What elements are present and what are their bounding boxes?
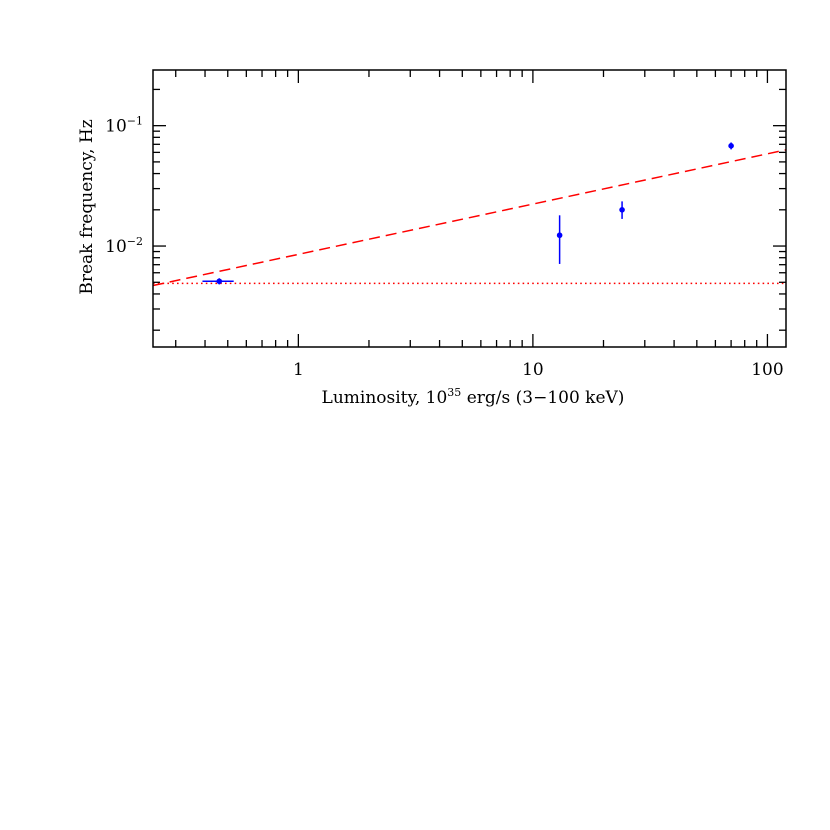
axis-ticks: [153, 70, 786, 347]
x-tick-label: 10: [522, 360, 544, 380]
point-marker: [556, 232, 563, 239]
x-tick-label: 1: [293, 360, 304, 380]
x-tick-label: 100: [751, 360, 783, 380]
data-point-1: [202, 278, 234, 285]
data-point-4: [728, 142, 734, 150]
y-axis-label: Break frequency, Hz: [77, 119, 97, 294]
x-axis-label-exponent: 35: [447, 386, 461, 399]
point-marker: [619, 207, 625, 213]
point-marker: [216, 278, 223, 285]
y-tick-label-exponent: −1: [127, 115, 143, 128]
y-tick-label: 10−2: [105, 235, 143, 257]
dashed-fit-line: [152, 149, 787, 287]
x-axis-label-main: Luminosity, 10: [322, 388, 448, 408]
y-tick-label-base: 10: [105, 117, 127, 137]
x-axis-label: Luminosity, 1035 erg/s (3−100 keV): [322, 386, 625, 408]
point-marker: [728, 143, 734, 149]
plot-marks: [152, 142, 787, 287]
y-tick-label-base: 10: [105, 237, 127, 257]
y-tick-label: 10−1: [105, 115, 143, 137]
data-point-2: [556, 215, 563, 264]
x-axis-label-suffix: erg/s (3−100 keV): [461, 388, 624, 408]
data-point-3: [619, 201, 625, 219]
y-tick-label-exponent: −2: [127, 235, 143, 248]
plot-frame: [152, 69, 787, 348]
